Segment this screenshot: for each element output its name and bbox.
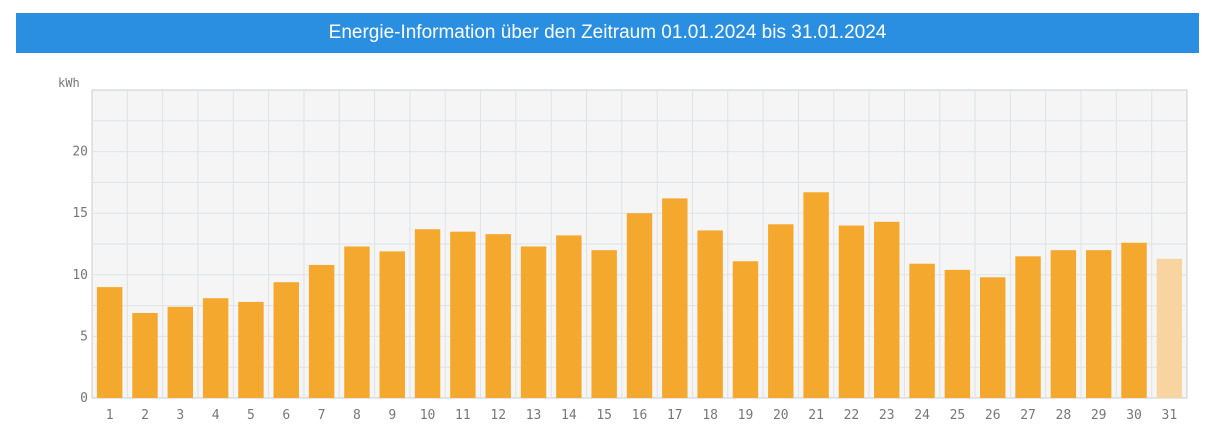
bar-day-7 [308, 264, 335, 398]
bar-day-20 [768, 224, 794, 398]
bar-day-25 [944, 269, 971, 398]
x-tick-label: 24 [914, 408, 930, 423]
x-tick-label: 14 [561, 408, 577, 423]
x-tick-label: 26 [985, 408, 1001, 423]
x-tick-label: 21 [808, 408, 824, 423]
x-tick-label: 2 [141, 408, 149, 423]
x-axis-ticks: 1 2 3 4 5 6 7 8 9 10 11 12 13 14 15 16 17 18 19 20 21 22 23 24 2… [106, 408, 1177, 423]
y-tick-label: 20 [72, 145, 88, 160]
bar-day-22 [838, 225, 865, 398]
bar-day-30 [1121, 242, 1147, 398]
y-tick-label: 15 [72, 206, 88, 221]
bar-day-2 [132, 312, 158, 398]
y-tick-label: 0 [80, 391, 88, 406]
bar-day-1 [96, 287, 123, 398]
bar-day-18 [697, 230, 723, 398]
x-tick-label: 23 [879, 408, 895, 423]
x-tick-label: 27 [1020, 408, 1036, 423]
x-tick-label: 17 [667, 408, 683, 423]
bar-day-13 [520, 246, 547, 398]
x-tick-label: 11 [455, 408, 471, 423]
bar-day-21 [803, 192, 829, 398]
bar-day-8 [344, 246, 370, 398]
y-axis-ticks: 0 5 10 15 20 [72, 145, 88, 406]
bar-day-16 [626, 213, 653, 398]
x-tick-label: 9 [388, 408, 396, 423]
bar-day-27 [1015, 256, 1041, 398]
bars [96, 192, 1183, 398]
y-axis-unit-label: kWh [58, 76, 80, 90]
x-tick-label: 10 [420, 408, 436, 423]
x-tick-label: 25 [950, 408, 966, 423]
x-tick-label: 15 [596, 408, 612, 423]
bar-day-4 [202, 298, 229, 398]
x-tick-label: 20 [773, 408, 789, 423]
bar-day-19 [732, 261, 759, 398]
y-tick-label: 5 [80, 329, 88, 344]
bar-day-3 [167, 306, 194, 398]
page-title: Energie-Information über den Zeitraum 01… [16, 13, 1199, 53]
x-tick-label: 4 [212, 408, 220, 423]
bar-day-31 [1156, 258, 1183, 398]
bar-day-29 [1085, 250, 1112, 398]
bar-day-10 [414, 229, 441, 398]
bar-day-12 [485, 234, 511, 398]
x-tick-label: 13 [526, 408, 542, 423]
bar-day-6 [273, 282, 299, 398]
y-tick-label: 10 [72, 268, 88, 283]
x-tick-label: 8 [353, 408, 361, 423]
bar-day-26 [980, 277, 1006, 398]
bar-day-5 [238, 301, 264, 398]
bar-day-14 [556, 235, 582, 398]
bar-day-23 [874, 221, 900, 398]
x-tick-label: 19 [738, 408, 754, 423]
x-tick-label: 29 [1091, 408, 1107, 423]
x-tick-label: 30 [1126, 408, 1142, 423]
x-tick-label: 16 [632, 408, 648, 423]
x-tick-label: 6 [282, 408, 290, 423]
x-tick-label: 1 [106, 408, 114, 423]
x-tick-label: 22 [844, 408, 860, 423]
x-tick-label: 28 [1056, 408, 1072, 423]
bar-day-17 [662, 198, 688, 398]
bar-day-15 [591, 250, 617, 398]
x-tick-label: 3 [176, 408, 184, 423]
x-tick-label: 31 [1162, 408, 1178, 423]
bar-day-9 [379, 251, 405, 398]
x-tick-label: 5 [247, 408, 255, 423]
x-tick-label: 7 [318, 408, 326, 423]
bar-day-24 [909, 263, 935, 398]
x-tick-label: 18 [702, 408, 718, 423]
x-tick-label: 12 [490, 408, 506, 423]
bar-day-28 [1050, 250, 1077, 398]
bar-day-11 [450, 231, 476, 398]
